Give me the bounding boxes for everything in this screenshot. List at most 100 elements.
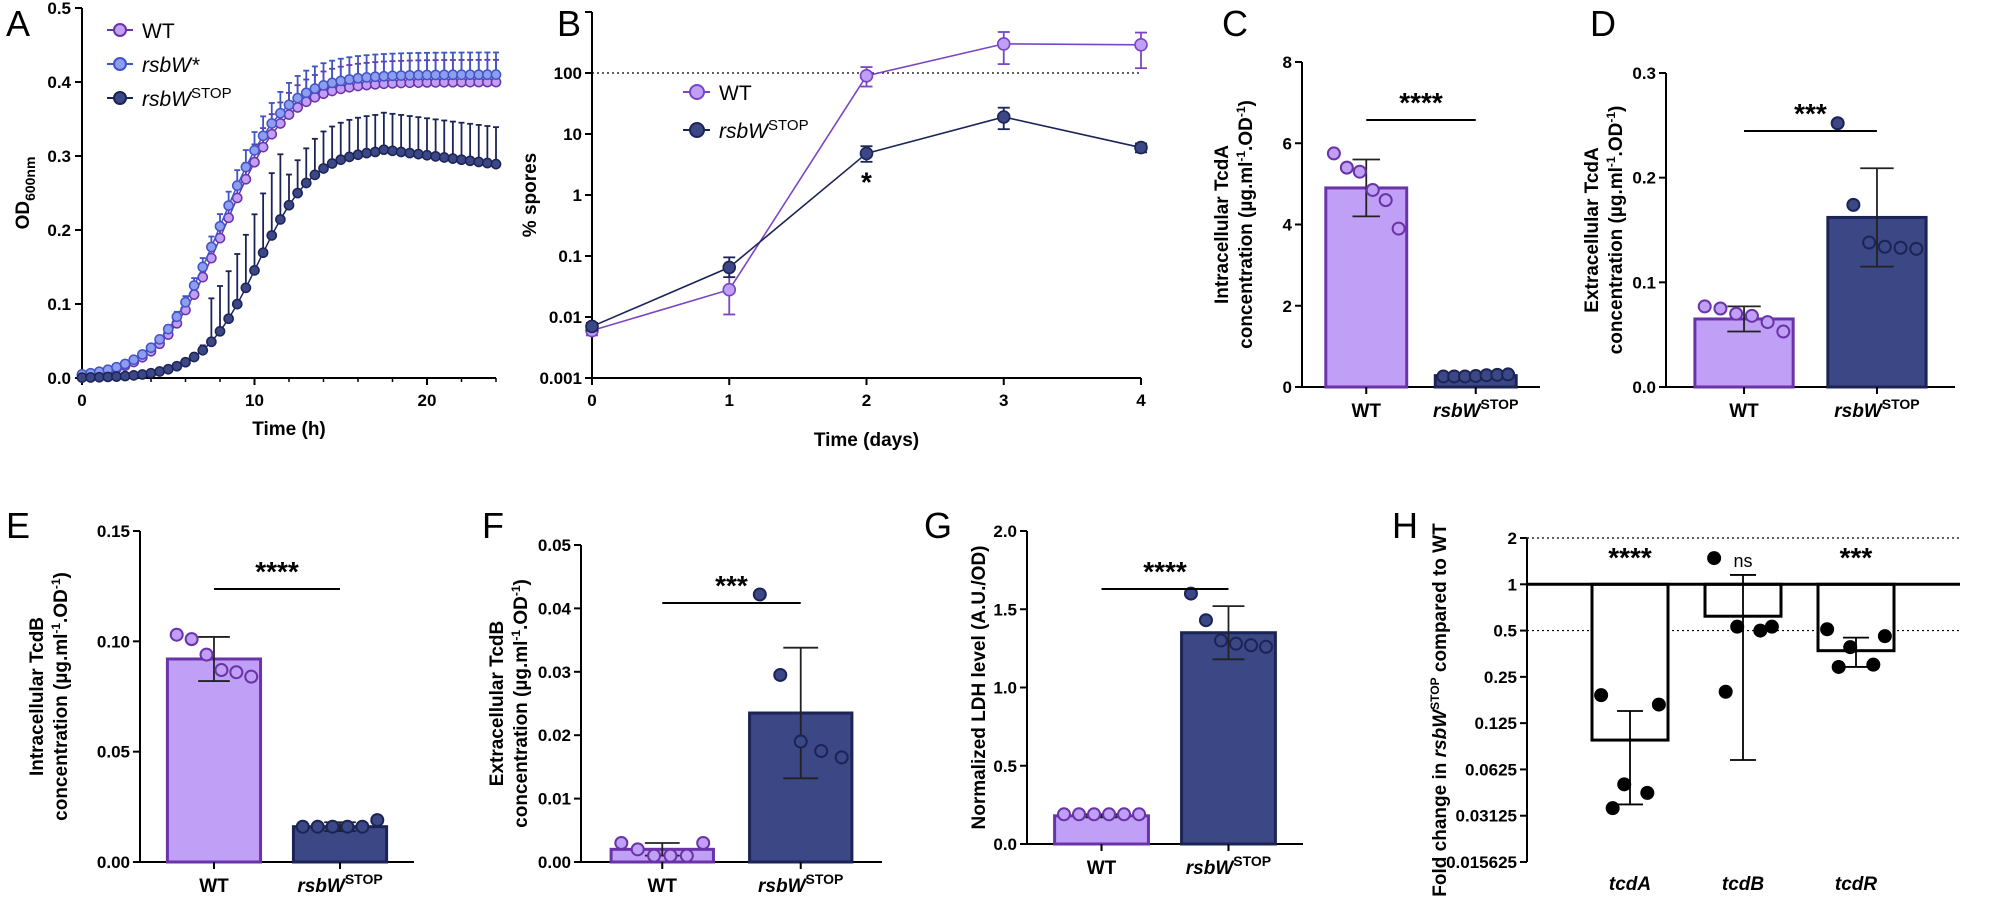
data-point [266,128,278,140]
y-axis-label-line1: Extracellular TcdB [487,621,508,786]
data-point [369,71,381,83]
significance-stars: **** [1399,87,1443,118]
data-point [257,141,269,153]
data-point [326,77,338,89]
data-point [1134,140,1148,155]
panel-label-h: H [1392,505,1418,546]
bar-errorbar [1727,305,1761,333]
category-superscript: STOP [806,871,844,887]
data-point [1056,807,1071,822]
y-tick-label: 0.0 [993,835,1017,854]
data-point [355,819,370,834]
y-tick-label: 0.25 [1484,668,1517,687]
data-point [1102,807,1117,822]
data-errorbar [251,213,258,272]
data-errorbar [475,124,482,163]
label-text: ) [51,572,72,578]
data-point [490,69,502,80]
x-tick-label: 3 [999,391,1008,410]
data-point [793,734,808,749]
label-text: .OD [51,589,72,623]
y-tick-label: 0.00 [97,853,130,872]
data-point [76,372,88,383]
legend: WT rsbW* rsbWSTOP [107,20,232,111]
data-point [344,151,355,163]
label-text: concentration (µg.ml [1606,167,1627,354]
data-point [1183,586,1198,601]
data-point [102,371,114,383]
y-tick-label: 0.3 [1632,64,1656,83]
data-point [240,282,252,294]
y-tick-label: 4 [1283,216,1293,235]
y-tick-label: 2.0 [993,522,1017,541]
data-point [647,848,662,863]
category-superscript: STOP [345,871,383,887]
significance-stars: *** [1794,98,1827,129]
label-superscript: -1 [509,585,523,596]
data-point [395,70,407,81]
x-tick-label: 10 [245,391,264,410]
y-axis-label-line2: concentration (µg.ml-1.OD-1) [1234,100,1257,349]
data-point [128,354,140,366]
data-point [326,158,338,169]
y-axis-label-subscript: 600nm [22,157,38,201]
data-point [214,325,226,337]
y-tick-label: 0.5 [993,757,1017,776]
data-point [482,157,493,169]
data-point [318,163,329,174]
data-point [240,161,252,173]
data-point [1877,629,1892,644]
label-text: ) [1236,100,1257,106]
x-tick-label: 2 [862,391,871,410]
data-point [1744,308,1759,323]
panel-label-e: E [6,505,30,546]
data-point [197,261,209,273]
data-point [1893,240,1908,255]
data-point [722,282,737,297]
bar-errorbar [1730,574,1756,761]
x-category-label: WT [199,876,229,897]
data-point [1707,551,1722,566]
panel-g: 0.0 0.5 1.0 1.5 2.0 WT rsbWSTOP **** Normalized … [969,522,1303,879]
significance-stars: *** [715,570,748,601]
y-axis-label-line1: Intracellular TcdA [1212,145,1233,304]
data-point [456,154,467,166]
label-superscript: -1 [1234,106,1248,117]
data-point [119,358,131,370]
y-tick-label: 0.5 [47,0,71,18]
data-point [266,118,278,129]
data-point [292,92,303,104]
bar-errorbar [1860,167,1894,268]
y-tick-label: 0.02 [538,726,571,745]
x-axis-label: Time (h) [252,419,326,440]
y-tick-label: 100 [554,64,582,83]
data-point [292,102,303,113]
label-text: .OD [511,596,532,630]
data-point [1697,299,1712,314]
data-point [309,169,321,181]
data-point [464,155,476,167]
legend-label-main: rsbW* [142,54,200,77]
data-point [1753,623,1768,638]
x-tick-label: 4 [1136,391,1146,410]
data-point [1132,807,1147,822]
data-point [206,241,217,253]
y-tick-label: 0.04 [538,599,572,618]
data-point [1259,639,1274,654]
category-main: rsbW [297,876,347,897]
data-point [180,356,191,368]
category-main: rsbW [1186,858,1236,879]
data-point [1378,193,1393,208]
data-point [275,214,286,225]
data-point [188,280,200,291]
data-point [188,351,200,363]
y-axis-label: % spores [520,153,541,237]
y-tick-label: 0.10 [97,632,130,651]
data-point [275,107,286,119]
y-tick-label: 0.15 [97,522,130,541]
data-point [223,200,234,211]
data-errorbar [458,121,465,161]
data-point [300,177,312,189]
category-main: WT [199,876,229,897]
